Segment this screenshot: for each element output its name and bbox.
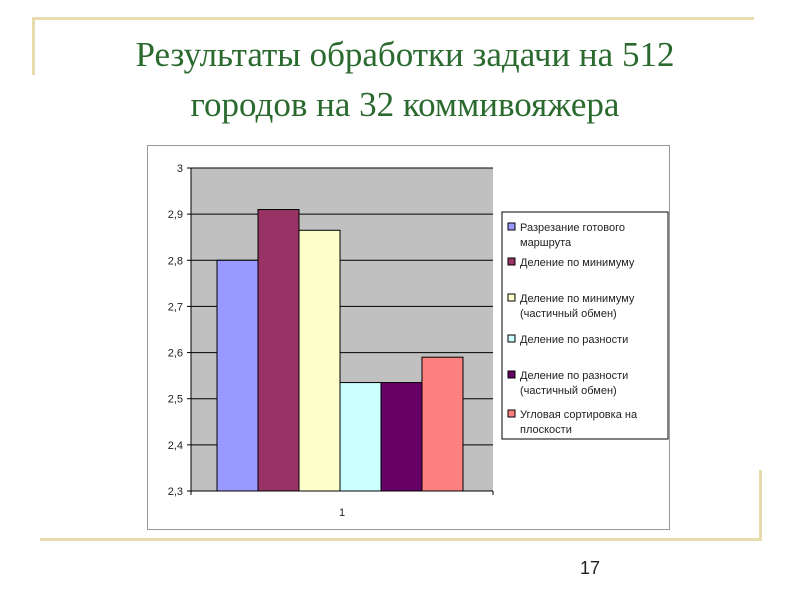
decorative-left-line [32, 17, 35, 75]
y-tick-label: 2,6 [168, 348, 183, 360]
legend-swatch [507, 370, 516, 379]
bar-chart: 2,3 2,4 2,5 2,6 2,7 2,8 2,9 3 1 Разрезание готово… [168, 163, 669, 519]
slide-title-line-1: Результаты обработки задачи на 512 [135, 35, 675, 74]
legend-label: Деление по минимуму [520, 293, 635, 305]
bar [298, 229, 341, 492]
legend-label: Разрезание готового [520, 222, 625, 234]
decorative-top-line [32, 17, 754, 20]
legend-swatch [507, 334, 516, 343]
legend-label: Угловая сортировка на [520, 409, 638, 421]
y-tick-label: 3 [177, 163, 183, 175]
legend-label: (частичный обмен) [520, 385, 617, 397]
legend-swatch [507, 293, 516, 302]
slide-title-line-2: городов на 32 коммивояжера [190, 85, 620, 124]
legend-label: Деление по разности [520, 370, 628, 382]
legend-label: плоскости [520, 424, 572, 436]
decorative-right-line [759, 470, 762, 541]
legend [501, 211, 669, 440]
page-number: 17 [579, 558, 601, 578]
bar [216, 259, 259, 492]
x-tick-label: 1 [339, 507, 345, 519]
y-tick-label: 2,7 [168, 301, 183, 313]
slide-title: Результаты обработки задачи на 512 город… [40, 30, 770, 130]
legend-label: (частичный обмен) [520, 308, 617, 320]
y-tick-label: 2,9 [168, 209, 183, 221]
y-tick-label: 2,5 [168, 394, 183, 406]
bar [339, 382, 382, 492]
bar [257, 209, 300, 492]
chart-container: 2,3 2,4 2,5 2,6 2,7 2,8 2,9 3 1 Разрезание готово… [147, 145, 670, 530]
decorative-bottom-line [40, 538, 762, 541]
legend-swatch [507, 409, 516, 418]
y-tick-label: 2,4 [168, 440, 183, 452]
legend-label: Деление по разности [520, 334, 628, 346]
y-tick-label: 2,3 [168, 486, 183, 498]
legend-label: маршрута [520, 237, 572, 249]
bar [421, 356, 464, 492]
bar [380, 382, 423, 492]
legend-swatch [507, 257, 516, 266]
legend-label: Деление по минимуму [520, 257, 635, 269]
y-tick-label: 2,8 [168, 255, 183, 267]
legend-swatch [507, 222, 516, 231]
